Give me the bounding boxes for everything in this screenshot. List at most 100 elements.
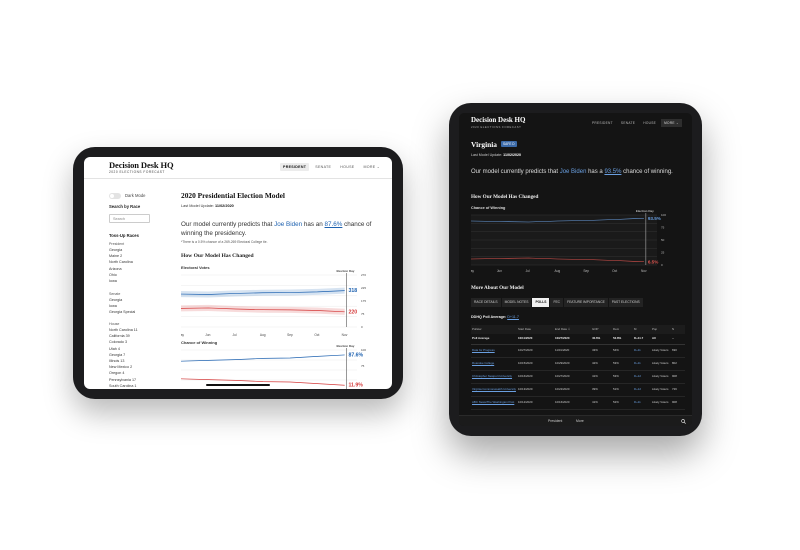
nav-house[interactable]: HOUSE — [340, 165, 355, 169]
col-pop[interactable]: Pop — [651, 325, 671, 334]
house-race-item[interactable]: New Mexico 2 — [109, 365, 133, 370]
table-cell: 10/29/2020 — [554, 357, 591, 371]
house-race-item[interactable]: South Carolina 1 — [109, 383, 137, 388]
senate-race-item[interactable]: Iowa — [109, 304, 117, 309]
x-tick-label: Sep — [583, 269, 589, 273]
table-cell: Likely Voters — [651, 396, 671, 410]
nav-more[interactable]: MORE ⌄ — [363, 165, 381, 169]
candidate-link[interactable]: Joe Biden — [274, 221, 303, 228]
candidate-link[interactable]: Joe Biden — [559, 169, 587, 175]
dark-mode-label: Dark Mode — [125, 193, 146, 198]
tablet-right: Decision Desk HQ 2020 ELECTIONS FORECAST… — [449, 103, 702, 436]
house-race-item[interactable]: Colorado 3 — [109, 340, 128, 345]
president-race-item[interactable]: Arizona — [109, 266, 122, 271]
tab-past-elections[interactable]: PAST ELECTIONS — [608, 298, 643, 307]
house-race-item[interactable]: Oregon 4 — [109, 371, 125, 376]
nav-house[interactable]: HOUSE — [643, 121, 657, 125]
house-race-item[interactable]: Utah 4 — [109, 346, 120, 351]
house-race-item[interactable]: Pennsylvania 17 — [109, 377, 137, 382]
x-tick-label: Jun — [205, 333, 210, 337]
logo[interactable]: Decision Desk HQ — [471, 116, 526, 124]
pollster-link[interactable]: Christopher Newport University — [471, 370, 517, 384]
bottom-more[interactable]: More — [576, 419, 584, 423]
col-n[interactable]: N — [671, 325, 685, 334]
president-race-item[interactable]: Georgia — [109, 248, 123, 252]
nav-president[interactable]: PRESIDENT — [280, 163, 310, 171]
pollster-link[interactable]: Virginia Commonwealth University — [471, 383, 517, 397]
virginia-chance-chart: Election Day 93.5% 6.5% 100 75 50 25 0 May Jun Jul… — [471, 209, 666, 273]
y-tick-label: 0 — [361, 325, 363, 329]
home-indicator — [206, 384, 270, 386]
end-value-label: 93.5% — [648, 216, 661, 221]
x-tick-label: Oct — [314, 333, 319, 337]
election-day-label: Election Day — [336, 344, 354, 348]
tossup-heading: Toss-Up Races — [109, 233, 139, 238]
house-race-item[interactable]: Georgia 7 — [109, 352, 126, 357]
bottom-president[interactable]: President — [548, 419, 563, 423]
search-icon[interactable] — [681, 419, 686, 424]
pollster-link[interactable]: Data for Progress — [471, 344, 517, 358]
table-cell: 41% — [591, 370, 612, 384]
x-tick-label: Oct — [612, 269, 617, 273]
president-race-item[interactable]: Iowa — [109, 279, 117, 283]
nav-more[interactable]: MORE ⌄ — [661, 119, 682, 127]
end-value-label: 6.5% — [648, 259, 658, 264]
probability-link[interactable]: 93.5% — [604, 169, 622, 175]
nav-president[interactable]: PRESIDENT — [591, 121, 613, 125]
table-row: ABC News/The Washington Post 10/12/2020 10… — [471, 396, 685, 410]
house-race-item[interactable]: North Carolina 11 — [109, 328, 138, 332]
president-race-item[interactable]: North Carolina — [109, 260, 133, 265]
table-cell: 10/27/2020 — [517, 344, 554, 358]
x-tick-label: Jul — [233, 333, 237, 337]
probability-link[interactable]: 87.6% — [324, 221, 343, 228]
tab-feature-importance[interactable]: FEATURE IMPORTANCE — [564, 298, 608, 307]
table-cell: 726 — [671, 383, 685, 397]
table-cell: Likely Voters — [651, 383, 671, 397]
election-day-label: Election Day — [336, 269, 354, 273]
table-cell: 10/16/2020 — [554, 396, 591, 410]
president-race-item[interactable]: Ohio — [109, 272, 117, 277]
tab-fec[interactable]: FEC — [550, 298, 564, 307]
col-gop[interactable]: GOP — [591, 325, 612, 334]
x-tick-label: Aug — [554, 269, 560, 273]
series-line — [471, 217, 644, 223]
tablet-left: Decision Desk HQ 2020 ELECTIONS FORECAST… — [73, 147, 403, 399]
end-value-label: 11.9% — [348, 383, 363, 389]
house-race-item[interactable]: California 39 — [109, 334, 130, 339]
president-race-item[interactable]: Maine 2 — [109, 254, 123, 259]
table-cell: 10/15/2020 — [517, 357, 554, 371]
senate-race-item[interactable]: Georgia Special — [109, 310, 136, 315]
nav-senate[interactable]: SENATE — [620, 121, 636, 125]
logo[interactable]: Decision Desk HQ — [109, 160, 174, 170]
table-cell: Likely Voters — [651, 344, 671, 358]
table-cell: 10/22/2020 — [554, 383, 591, 397]
table-cell: 53% — [612, 357, 633, 371]
section-heading: How Our Model Has Changed — [181, 253, 254, 259]
table-row: Virginia Commonwealth University 10/13/20… — [471, 383, 685, 397]
y-tick-label: 100 — [361, 348, 366, 352]
dark-mode-toggle[interactable] — [109, 193, 121, 199]
series-line — [181, 307, 345, 313]
nav-senate[interactable]: SENATE — [315, 165, 332, 169]
poll-average-link[interactable]: D+11.7 — [507, 315, 519, 319]
table-cell: 42% — [591, 357, 612, 371]
col-dem[interactable]: Dem — [612, 325, 633, 334]
rating-badge: SAFE D — [501, 141, 517, 147]
house-race-item[interactable]: Illinois 13 — [109, 359, 125, 363]
last-update: Last Model Update: 11/02/2020 — [471, 153, 521, 157]
screen-light: Decision Desk HQ 2020 ELECTIONS FORECAST… — [84, 157, 392, 389]
pollster-link[interactable]: ABC News/The Washington Post — [471, 396, 517, 410]
series-line — [181, 378, 345, 386]
y-tick-label: 175 — [361, 299, 366, 303]
col-end-date[interactable]: End Date ⇩ — [554, 325, 591, 334]
tab-model-notes[interactable]: MODEL NOTES — [501, 298, 532, 307]
pollster-link[interactable]: Roanoke College — [471, 357, 517, 371]
col-pollster[interactable]: Pollster — [471, 325, 517, 334]
tab-race-details[interactable]: RACE DETAILS — [471, 298, 501, 307]
col-margin[interactable]: M — [633, 325, 651, 334]
senate-race-item[interactable]: Georgia — [109, 298, 123, 302]
x-tick-label: Jul — [526, 269, 530, 273]
search-input[interactable]: Search — [109, 214, 150, 223]
tab-polls[interactable]: POLLS — [532, 298, 550, 307]
col-start-date[interactable]: Start Date — [517, 325, 554, 334]
